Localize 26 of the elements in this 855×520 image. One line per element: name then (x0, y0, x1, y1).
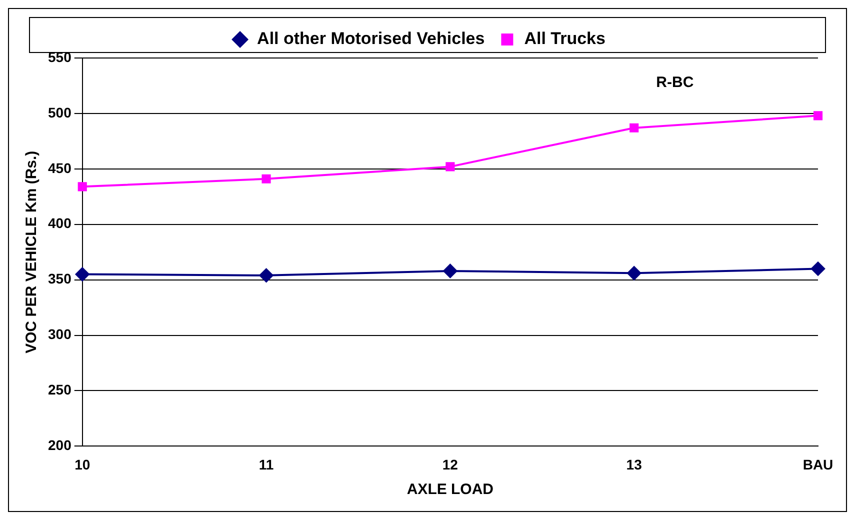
point (262, 174, 271, 184)
y-tick-label: 200 (48, 437, 72, 454)
point (627, 266, 642, 280)
point (630, 123, 639, 132)
legend-label: All other Motorised Vehicles (257, 29, 485, 48)
y-axis-title: VOC PER VEHICLE Km (Rs.) (23, 150, 40, 354)
annotation: R-BC (656, 74, 694, 92)
x-tick-label: BAU (802, 456, 834, 472)
x-tick-label: 13 (626, 456, 642, 472)
point (813, 111, 823, 120)
x-tick-label: 10 (74, 456, 90, 472)
point (443, 264, 458, 278)
x-tick-label: 11 (258, 456, 274, 472)
y-tick-label: 350 (48, 270, 72, 287)
legend-label: All Trucks (524, 29, 606, 48)
point (78, 182, 87, 192)
y-tick-label: 400 (48, 215, 72, 232)
x-tick-label: 12 (442, 456, 458, 472)
y-tick-label: 450 (48, 160, 72, 176)
x-axis-title: AXLE LOAD (406, 481, 494, 498)
y-tick-label: 250 (48, 382, 72, 398)
point (446, 162, 455, 172)
y-tick-label: 300 (48, 326, 72, 342)
y-tick-label: 500 (48, 104, 72, 120)
point (811, 262, 825, 276)
point (259, 268, 274, 282)
